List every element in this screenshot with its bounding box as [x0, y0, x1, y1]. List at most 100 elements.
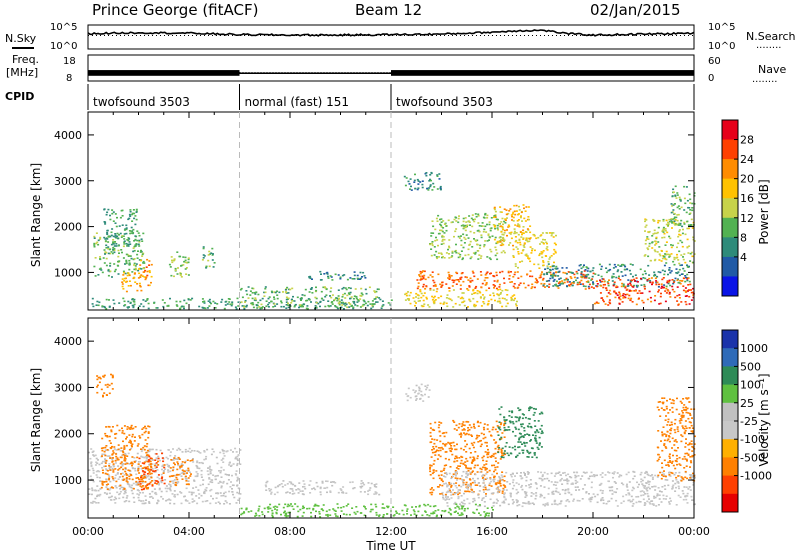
data-cell [554, 473, 557, 475]
data-cell [567, 489, 570, 491]
data-cell [163, 466, 166, 469]
data-cell [470, 442, 473, 445]
data-cell [658, 220, 661, 222]
data-cell [122, 235, 125, 237]
data-cell [143, 502, 146, 505]
data-cell [302, 505, 305, 508]
data-cell [438, 421, 441, 423]
data-cell [679, 222, 682, 225]
data-cell [123, 271, 126, 274]
data-cell [109, 262, 112, 265]
data-cell [104, 454, 107, 457]
data-cell [356, 277, 359, 280]
data-cell [473, 275, 476, 278]
data-cell [129, 243, 132, 245]
data-cell [299, 304, 302, 306]
data-cell [288, 505, 291, 507]
data-cell [630, 279, 633, 282]
data-cell [124, 228, 127, 230]
data-cell [626, 268, 629, 271]
data-cell [210, 469, 213, 471]
data-cell [667, 225, 669, 227]
data-cell [466, 276, 468, 279]
data-cell [456, 479, 458, 481]
data-cell [490, 480, 493, 483]
data-cell [311, 278, 313, 280]
data-cell [541, 256, 544, 259]
data-cell [302, 493, 305, 496]
data-cell [503, 240, 505, 242]
data-cell [592, 267, 595, 269]
data-cell [360, 482, 363, 485]
data-cell [503, 416, 506, 419]
data-cell [500, 251, 503, 254]
data-cell [125, 500, 128, 502]
data-cell [105, 244, 108, 247]
data-cell [231, 491, 234, 493]
data-cell [111, 476, 114, 478]
data-cell [412, 297, 415, 299]
data-cell [690, 474, 692, 476]
data-cell [677, 213, 680, 216]
data-cell [632, 286, 635, 288]
data-cell [179, 448, 182, 451]
data-cell [676, 192, 679, 194]
data-cell [130, 444, 133, 447]
data-cell [359, 271, 362, 274]
data-cell [243, 306, 246, 308]
data-cell [229, 486, 232, 488]
data-cell [430, 179, 432, 182]
data-cell [114, 468, 117, 470]
data-cell [643, 476, 646, 479]
data-cell [497, 228, 499, 231]
data-cell [209, 481, 212, 483]
data-cell [155, 480, 158, 482]
data-cell [140, 500, 143, 502]
data-cell [484, 441, 487, 444]
data-cell [529, 270, 532, 272]
data-cell [452, 419, 455, 422]
data-cell [286, 298, 289, 300]
data-cell [440, 218, 443, 220]
data-cell [144, 495, 147, 497]
data-cell [434, 454, 437, 456]
data-cell [95, 461, 98, 464]
data-cell [107, 248, 110, 250]
data-cell [482, 479, 485, 482]
data-cell [133, 245, 136, 248]
data-cell [243, 305, 246, 307]
data-cell [270, 290, 273, 293]
data-cell [683, 197, 686, 200]
data-cell [289, 488, 292, 490]
data-cell [591, 475, 594, 477]
data-cell [546, 285, 549, 287]
data-cell [576, 283, 579, 286]
data-cell [159, 449, 162, 452]
data-cell [157, 457, 160, 460]
data-cell [418, 275, 421, 278]
data-cell [514, 240, 517, 243]
data-cell [429, 427, 432, 429]
data-cell [463, 492, 465, 495]
data-cell [124, 490, 127, 493]
data-cell [492, 284, 495, 286]
data-cell [109, 214, 111, 217]
data-cell [137, 277, 140, 279]
data-cell [460, 224, 463, 227]
data-cell [129, 284, 132, 287]
data-cell [676, 253, 678, 256]
data-cell [376, 288, 379, 290]
data-cell [342, 303, 345, 305]
data-cell [546, 246, 549, 248]
data-cell [677, 242, 680, 245]
data-cell [499, 458, 502, 460]
data-cell [429, 287, 432, 290]
data-cell [511, 499, 514, 501]
data-cell [143, 262, 146, 264]
data-cell [538, 276, 541, 279]
data-cell [554, 267, 557, 270]
data-cell [104, 462, 107, 464]
data-cell [633, 278, 636, 281]
data-cell [512, 285, 515, 288]
data-cell [188, 491, 191, 493]
